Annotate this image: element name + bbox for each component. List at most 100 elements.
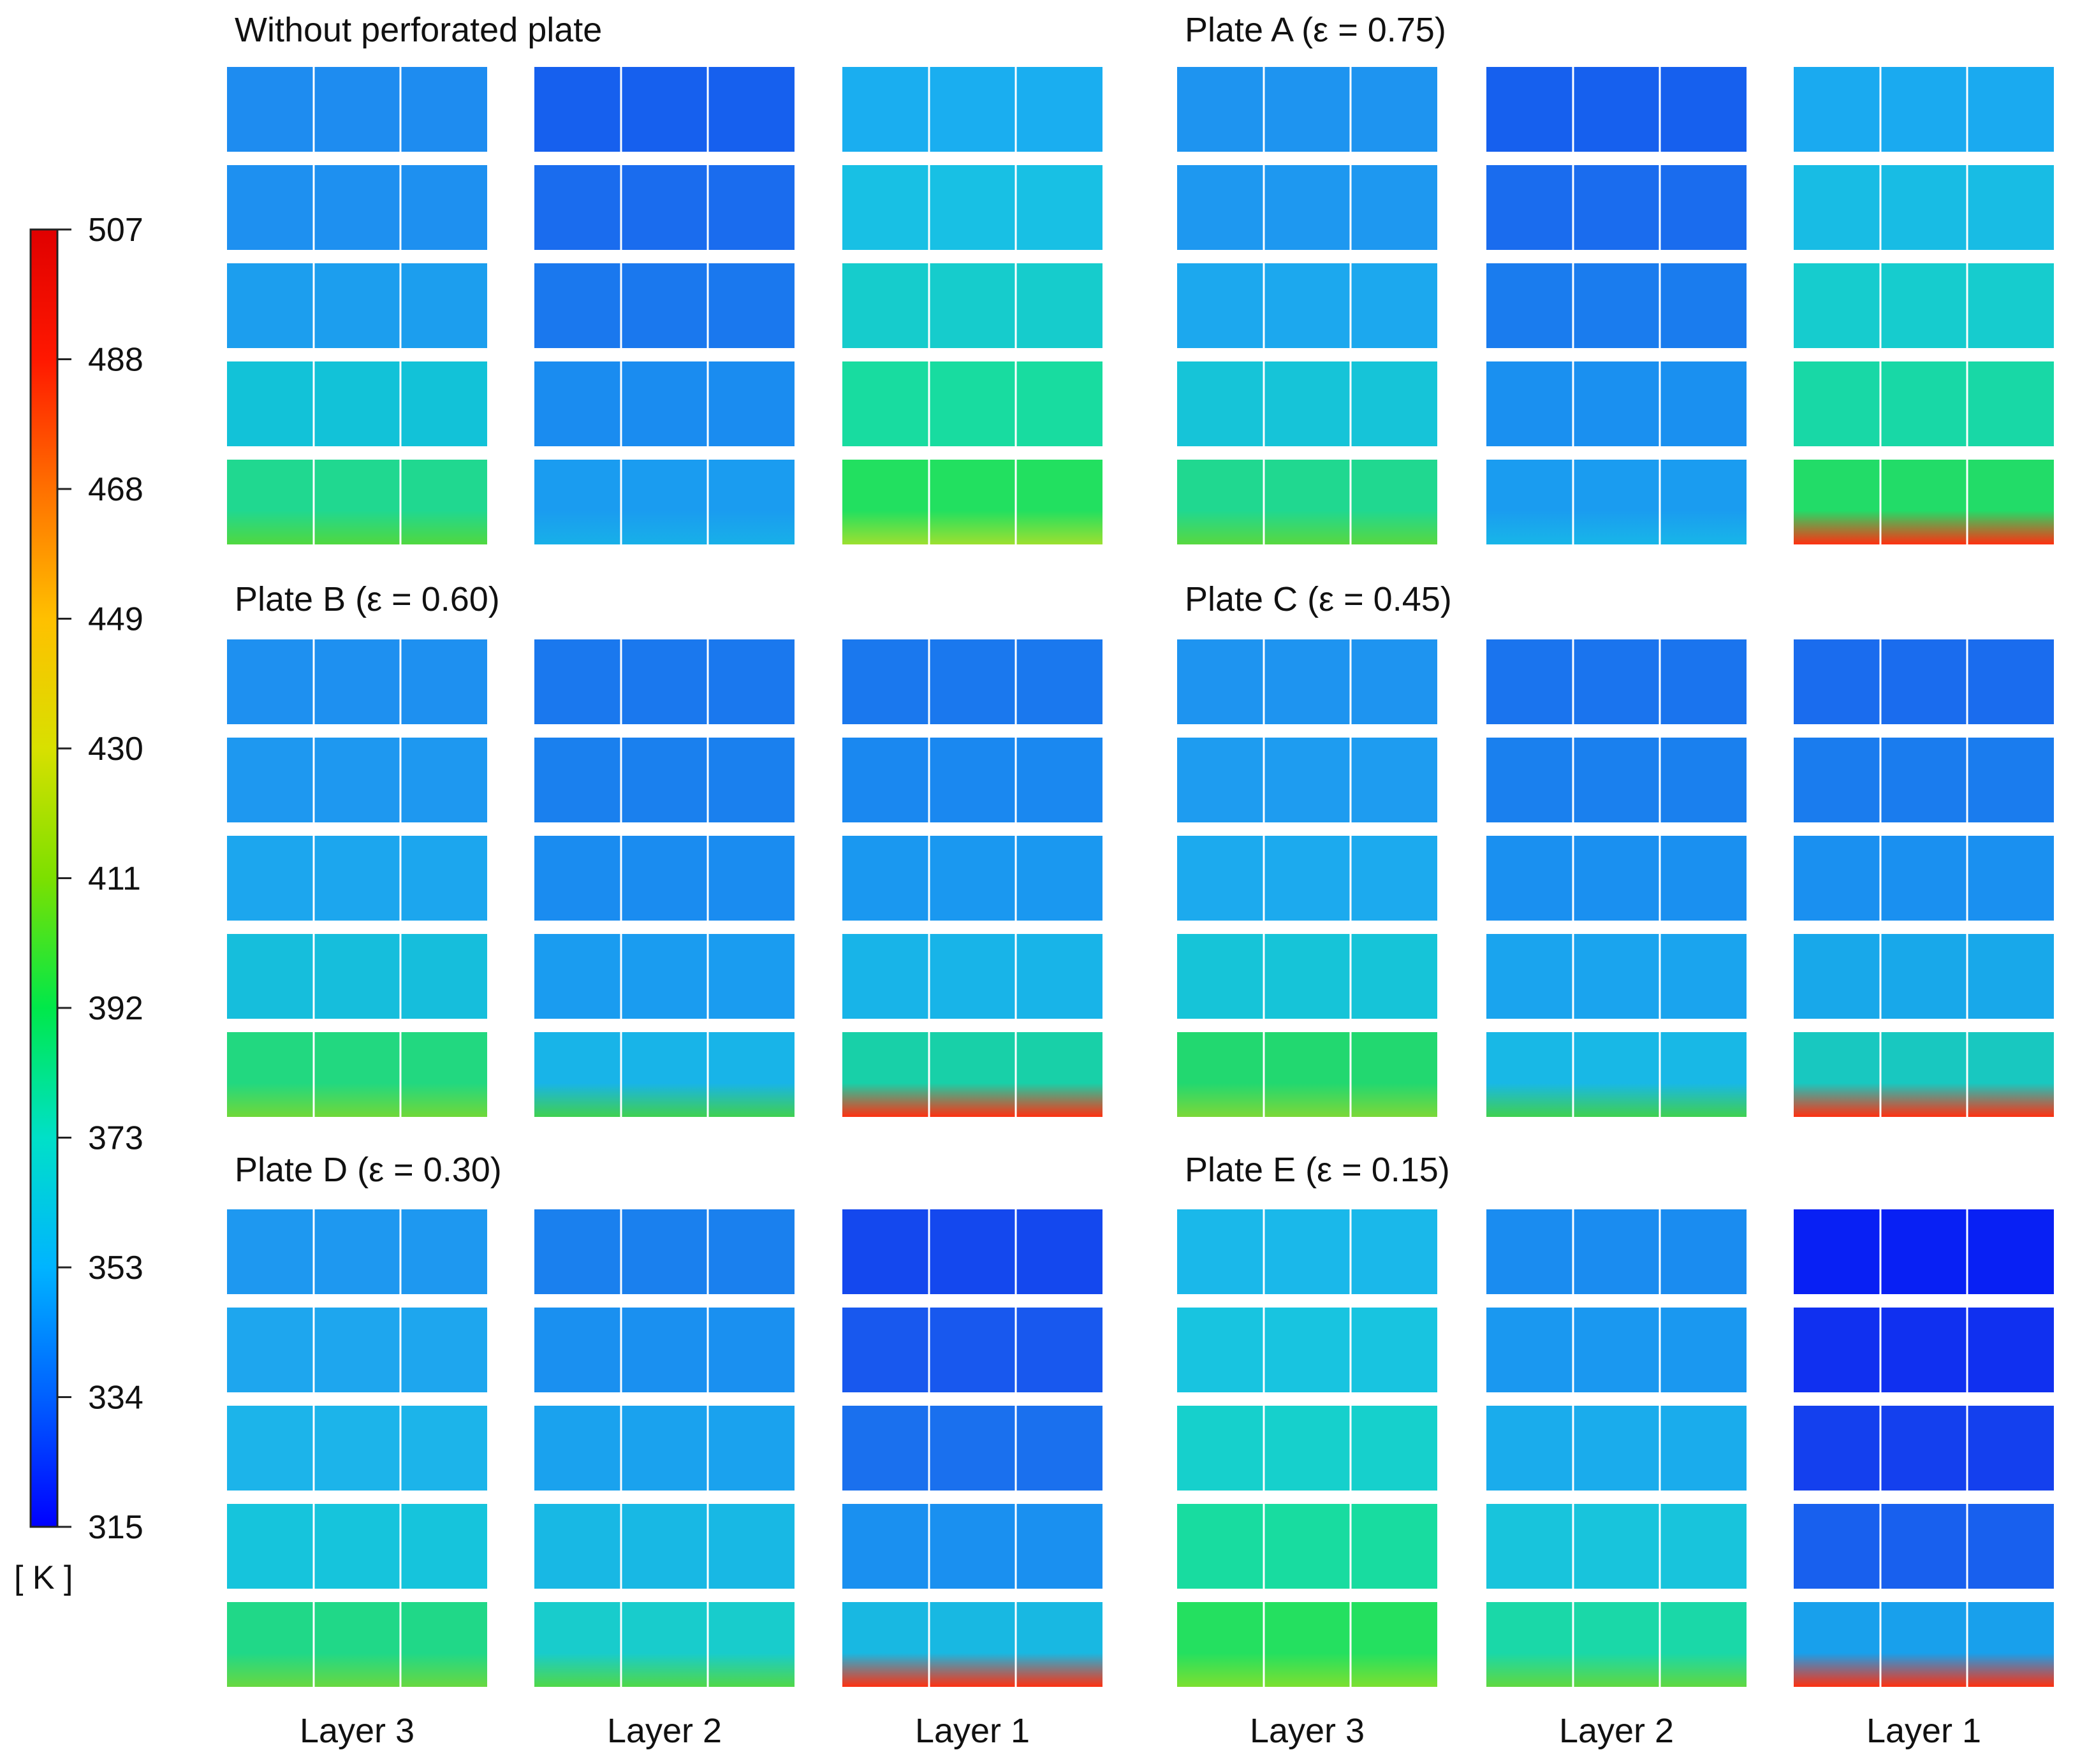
contour-row	[1486, 460, 1747, 544]
contour-row	[534, 1504, 795, 1589]
contour-row	[227, 1504, 487, 1589]
layer-contour	[1177, 1209, 1437, 1687]
layer-contour	[1794, 639, 2054, 1117]
layer-axis-label: Layer 2	[607, 1712, 722, 1750]
contour-row	[842, 934, 1102, 1019]
contour-row	[1177, 263, 1437, 348]
contour-row	[1177, 165, 1437, 250]
colorbar-tick-label: 315	[88, 1509, 143, 1546]
contour-row	[534, 1602, 795, 1687]
panel: Plate B (ε = 0.60)	[227, 580, 1102, 1117]
panel-title: Plate B (ε = 0.60)	[235, 580, 500, 618]
contour-row	[227, 165, 487, 250]
panel: Without perforated plate	[227, 11, 1102, 544]
contour-row	[227, 836, 487, 921]
contour-row	[842, 1504, 1102, 1589]
contour-row	[1177, 836, 1437, 921]
contour-row	[1794, 1406, 2054, 1491]
layer-axis-label: Layer 3	[300, 1712, 414, 1750]
contour-row	[1177, 1504, 1437, 1589]
colorbar-tick-label: 373	[88, 1120, 143, 1157]
contour-row	[1486, 165, 1747, 250]
contour-row	[1486, 361, 1747, 446]
panel-title: Plate D (ε = 0.30)	[235, 1151, 502, 1189]
layer-contour	[534, 639, 795, 1117]
contour-row	[1486, 639, 1747, 724]
contour-row	[1794, 1032, 2054, 1117]
contour-row	[1177, 1406, 1437, 1491]
contour-row	[1177, 738, 1437, 822]
panel: Plate D (ε = 0.30)	[227, 1151, 1102, 1687]
contour-row	[227, 67, 487, 152]
contour-row	[1177, 460, 1437, 544]
layer-contour	[842, 67, 1102, 544]
contour-row	[1486, 738, 1747, 822]
layer-contour	[1486, 639, 1747, 1117]
contour-row	[1794, 1602, 2054, 1687]
contour-row	[842, 836, 1102, 921]
panel: Plate E (ε = 0.15)	[1177, 1151, 2054, 1687]
contour-row	[842, 1308, 1102, 1392]
contour-row	[1177, 1032, 1437, 1117]
contour-row	[1486, 836, 1747, 921]
contour-row	[1486, 1602, 1747, 1687]
contour-row	[534, 836, 795, 921]
colorbar-tick-label: 449	[88, 601, 143, 638]
contour-row	[227, 1308, 487, 1392]
colorbar-tick-label: 507	[88, 212, 143, 249]
contour-row	[534, 639, 795, 724]
contour-row	[1794, 361, 2054, 446]
colorbar-tick-label: 430	[88, 731, 143, 768]
layer-contour	[1177, 67, 1437, 544]
layer-axis-label: Layer 3	[1250, 1712, 1365, 1750]
contour-row	[842, 361, 1102, 446]
contour-row	[534, 1032, 795, 1117]
contour-row	[1177, 1209, 1437, 1294]
layer-contour	[1486, 1209, 1747, 1687]
contour-row	[534, 1209, 795, 1294]
contour-row	[1794, 836, 2054, 921]
contour-row	[1486, 1406, 1747, 1491]
contour-row	[1177, 934, 1437, 1019]
contour-row	[1486, 1308, 1747, 1392]
contour-row	[227, 1602, 487, 1687]
contour-row	[534, 738, 795, 822]
layer-contour	[227, 639, 487, 1117]
panel: Plate A (ε = 0.75)	[1177, 11, 2054, 544]
layer-contour	[1486, 67, 1747, 544]
contour-row	[1794, 1209, 2054, 1294]
contour-row	[1486, 263, 1747, 348]
contour-row	[227, 361, 487, 446]
contour-row	[534, 1406, 795, 1491]
contour-row	[534, 165, 795, 250]
colorbar-tick-label: 353	[88, 1250, 143, 1287]
contour-row	[1794, 165, 2054, 250]
contour-row	[842, 165, 1102, 250]
contour-row	[534, 1308, 795, 1392]
colorbar-ticks: 507 488 468 449 430 411 392 373 353 334 315	[57, 212, 143, 1546]
layer-contour	[842, 639, 1102, 1117]
panels: Without perforated plate Plate A (ε = 0.7…	[227, 11, 2054, 1687]
layer-contour	[534, 1209, 795, 1687]
contour-row	[227, 460, 487, 544]
contour-row	[534, 361, 795, 446]
contour-row	[534, 934, 795, 1019]
contour-row	[1177, 1308, 1437, 1392]
layer-contour	[227, 67, 487, 544]
contour-row	[1486, 1209, 1747, 1294]
contour-row	[534, 460, 795, 544]
contour-row	[1794, 67, 2054, 152]
contour-row	[227, 1209, 487, 1294]
contour-row	[227, 639, 487, 724]
contour-row	[842, 460, 1102, 544]
contour-row	[1794, 639, 2054, 724]
layer-contour	[227, 1209, 487, 1687]
contour-row	[1794, 738, 2054, 822]
layer-axis-label: Layer 2	[1559, 1712, 1674, 1750]
contour-row	[1794, 263, 2054, 348]
bottom-labels: Layer 3 Layer 2 Layer 1 Layer 3 Layer 2 Layer…	[300, 1712, 1981, 1750]
contour-row	[1177, 639, 1437, 724]
contour-row	[227, 1032, 487, 1117]
layer-axis-label: Layer 1	[1866, 1712, 1981, 1750]
contour-row	[227, 738, 487, 822]
